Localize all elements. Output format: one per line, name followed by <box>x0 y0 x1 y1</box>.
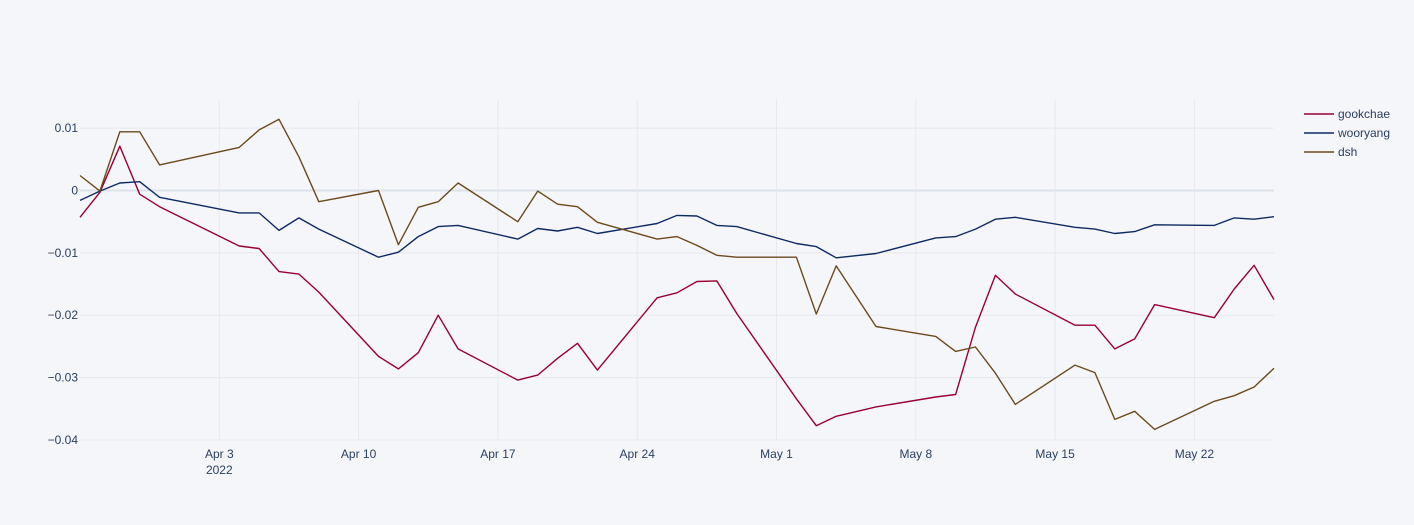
series-line-wooryang <box>79 180 1275 259</box>
legend-item-gookchae[interactable]: gookchae <box>1304 107 1390 121</box>
y-tick-label: −0.02 <box>48 308 79 322</box>
legend-item-dsh[interactable]: dsh <box>1304 145 1357 159</box>
grid-lines <box>80 100 1274 441</box>
x-tick-year-label: 2022 <box>206 463 233 477</box>
x-tick-label: May 8 <box>899 447 932 461</box>
series-line-dsh <box>79 118 1275 431</box>
y-tick-label: −0.04 <box>48 433 79 447</box>
y-axis: 0.01 0 −0.01 −0.02 −0.03 −0.04 <box>48 121 79 447</box>
y-tick-label: −0.01 <box>48 246 79 260</box>
legend-item-wooryang[interactable]: wooryang <box>1304 126 1390 140</box>
y-tick-label: 0 <box>71 183 78 197</box>
y-tick-label: 0.01 <box>55 121 79 135</box>
x-tick-label: Apr 24 <box>620 447 656 461</box>
legend-label: gookchae <box>1338 107 1390 121</box>
legend-label: dsh <box>1338 145 1357 159</box>
legend-label: wooryang <box>1337 126 1390 140</box>
x-tick-label: Apr 17 <box>480 447 516 461</box>
x-tick-label: May 1 <box>760 447 793 461</box>
series-line-gookchae <box>79 145 1275 427</box>
x-tick-label: Apr 10 <box>341 447 377 461</box>
y-tick-label: −0.03 <box>48 371 79 385</box>
series-lines <box>79 118 1275 431</box>
x-tick-label: May 22 <box>1175 447 1215 461</box>
x-tick-label: May 15 <box>1035 447 1075 461</box>
legend[interactable]: gookchae wooryang dsh <box>1304 107 1390 159</box>
x-tick-label: Apr 3 <box>205 447 234 461</box>
x-axis: Apr 3 2022 Apr 10 Apr 17 Apr 24 May 1 May 8 May… <box>205 447 1214 477</box>
